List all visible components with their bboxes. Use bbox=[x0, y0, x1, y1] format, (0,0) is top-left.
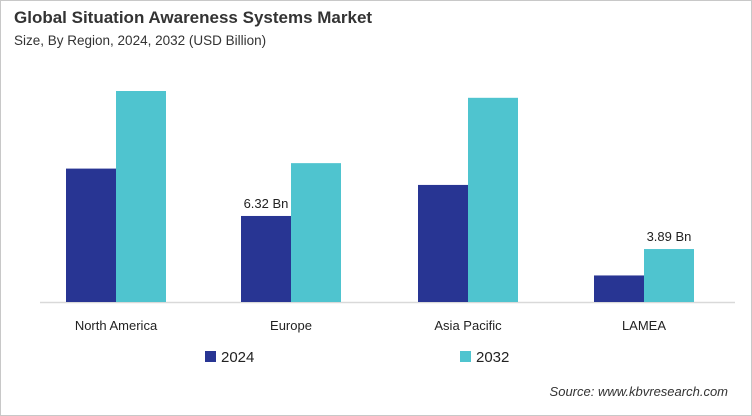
bar-2024-lamea bbox=[594, 275, 644, 302]
bar-2024-europe bbox=[241, 215, 291, 302]
chart-subtitle: Size, By Region, 2024, 2032 (USD Billion… bbox=[14, 33, 267, 48]
x-tick-label: North America bbox=[75, 318, 158, 333]
bar-2024-asia-pacific bbox=[418, 184, 468, 302]
chart-title: Global Situation Awareness Systems Marke… bbox=[14, 8, 373, 27]
bar-2032-europe bbox=[291, 163, 341, 302]
bar-2024-north-america bbox=[66, 168, 116, 302]
data-label: 6.32 Bn bbox=[244, 196, 289, 211]
bar-2032-lamea bbox=[644, 249, 694, 302]
data-label: 3.89 Bn bbox=[647, 229, 692, 244]
legend-label-2024: 2024 bbox=[221, 349, 254, 366]
bar-2032-north-america bbox=[116, 91, 166, 302]
bar-2032-asia-pacific bbox=[468, 97, 518, 302]
x-tick-label: Asia Pacific bbox=[434, 318, 502, 333]
legend-swatch-2024 bbox=[205, 351, 216, 362]
legend-label-2032: 2032 bbox=[476, 349, 509, 366]
legend-swatch-2032 bbox=[460, 351, 471, 362]
source-note: Source: www.kbvresearch.com bbox=[549, 384, 728, 399]
x-tick-label: Europe bbox=[270, 318, 312, 333]
x-tick-label: LAMEA bbox=[622, 318, 666, 333]
